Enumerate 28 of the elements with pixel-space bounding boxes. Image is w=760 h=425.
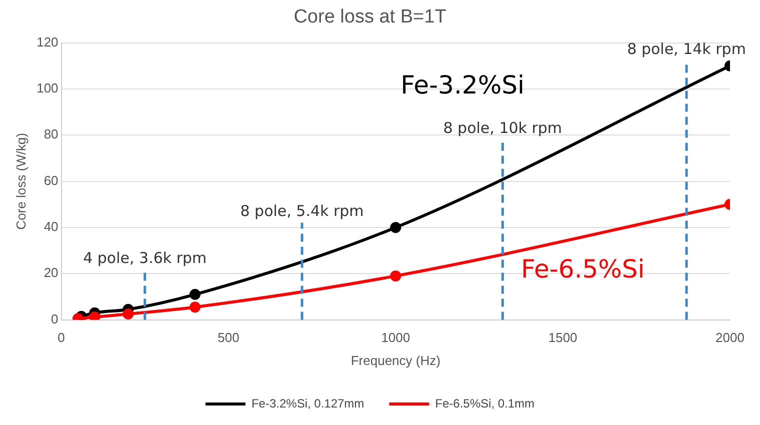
- x-tick-label: 500: [218, 330, 240, 346]
- x-tick-label: 1500: [548, 330, 578, 346]
- point: [390, 222, 402, 233]
- ref-line-label: 8 pole, 14k rpm: [627, 40, 746, 58]
- y-tick-label: 20: [44, 265, 58, 280]
- annotation: Fe-3.2%Si: [400, 70, 524, 100]
- y-tick-label: 120: [36, 34, 58, 50]
- y-tick-label: 100: [36, 80, 58, 96]
- y-axis-title: Core loss (W/kg): [13, 132, 28, 230]
- y-tick-label: 40: [44, 219, 58, 234]
- x-tick-label: 1000: [381, 330, 410, 346]
- y-tick-label: 80: [44, 126, 58, 142]
- annotation: Fe-6.5%Si: [521, 254, 645, 284]
- point: [190, 302, 201, 313]
- y-tick-label: 0: [51, 311, 58, 326]
- legend-label: Fe-3.2%Si, 0.127mm: [251, 396, 364, 410]
- ref-line-label: 4 pole, 3.6k rpm: [83, 249, 207, 268]
- x-axis-title: Frequency (Hz): [350, 352, 440, 368]
- point: [190, 288, 201, 300]
- ref-line-label: 8 pole, 10k rpm: [443, 119, 562, 138]
- chart-title: Core loss at B=1T: [294, 6, 447, 28]
- point: [89, 312, 100, 320]
- point: [122, 308, 134, 320]
- ref-line-label: 8 pole, 5.4k rpm: [240, 202, 364, 220]
- x-tick-label: 2000: [716, 330, 744, 346]
- point: [390, 270, 402, 282]
- legend-label: Fe-6.5%Si, 0.1mm: [435, 396, 535, 410]
- y-tick-label: 60: [44, 172, 58, 188]
